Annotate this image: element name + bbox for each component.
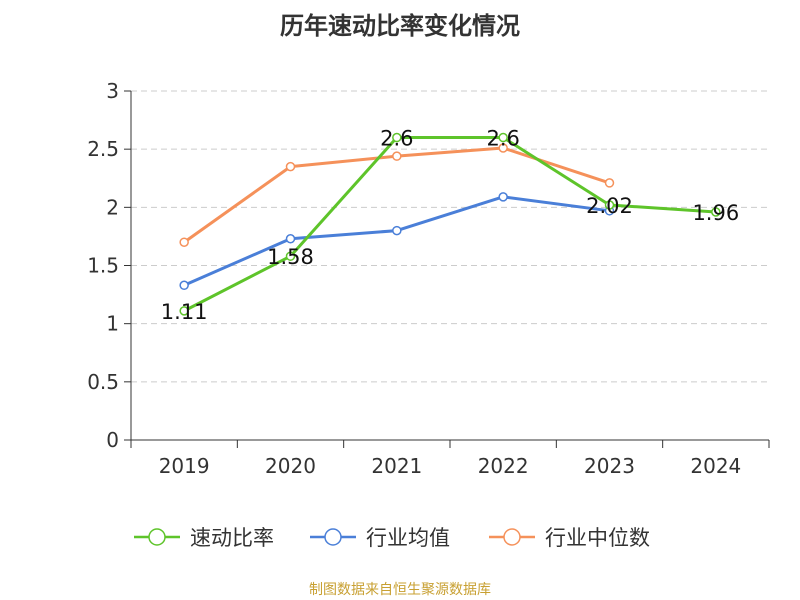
data-point — [179, 306, 189, 316]
axes: 0 0.5 1 1.5 2 2.5 3 2019 2020 2021 2022 2023 2024 — [87, 79, 770, 478]
data-point — [179, 237, 189, 247]
legend-item-2: 行业中位数 — [489, 526, 650, 550]
y-tick-label: 1.5 — [87, 254, 119, 278]
data-point — [285, 251, 296, 261]
chart-title: 历年速动比率变化情况 — [280, 12, 520, 40]
data-label: 2.6 — [380, 127, 413, 151]
x-tick-label: 2020 — [265, 454, 316, 478]
series-lines — [179, 132, 721, 316]
y-tick-label: 0.5 — [87, 370, 119, 394]
y-tick-label: 3 — [106, 79, 119, 103]
legend-item-1: 行业均值 — [310, 526, 450, 550]
source-note: 制图数据来自恒生聚源数据库 — [309, 582, 491, 598]
data-point — [498, 143, 508, 153]
x-tick-label: 2022 — [478, 454, 529, 478]
data-point — [498, 132, 508, 143]
data-label: 2.02 — [586, 194, 633, 218]
data-labels: 1.11 1.58 2.6 2.6 2.02 1.96 — [161, 127, 739, 324]
data-label: 2.6 — [486, 127, 519, 151]
y-tick-label: 2.5 — [87, 137, 119, 161]
legend-marker — [503, 528, 521, 546]
legend: 速动比率 行业均值 行业中位数 — [134, 526, 650, 550]
series-line — [183, 136, 716, 313]
legend-label: 行业中位数 — [545, 526, 650, 550]
data-point — [392, 225, 402, 236]
data-point — [392, 151, 402, 161]
y-tick-label: 2 — [106, 195, 119, 219]
data-point — [498, 192, 508, 202]
x-tick-label: 2023 — [584, 454, 635, 478]
x-tick-label: 2021 — [371, 454, 422, 478]
data-label: 1.11 — [161, 300, 208, 324]
legend-item-0: 速动比率 — [134, 526, 274, 550]
x-tick-label: 2024 — [690, 454, 741, 478]
y-tick-label: 1 — [106, 312, 119, 336]
data-point — [604, 178, 615, 188]
legend-marker — [148, 528, 166, 546]
data-point — [285, 233, 296, 244]
data-point — [392, 132, 402, 143]
legend-marker — [324, 528, 342, 546]
legend-label: 速动比率 — [190, 526, 274, 550]
legend-label: 行业均值 — [366, 526, 450, 550]
series-line — [183, 195, 610, 287]
data-point — [604, 200, 615, 210]
data-point — [179, 280, 189, 291]
data-label: 1.96 — [692, 201, 739, 225]
data-point — [285, 161, 296, 172]
grid-lines — [131, 90, 769, 383]
data-point — [711, 207, 721, 217]
series-0 — [179, 132, 721, 316]
x-tick-label: 2019 — [159, 454, 210, 478]
y-tick-label: 0 — [106, 428, 119, 452]
data-label: 1.58 — [267, 245, 314, 269]
